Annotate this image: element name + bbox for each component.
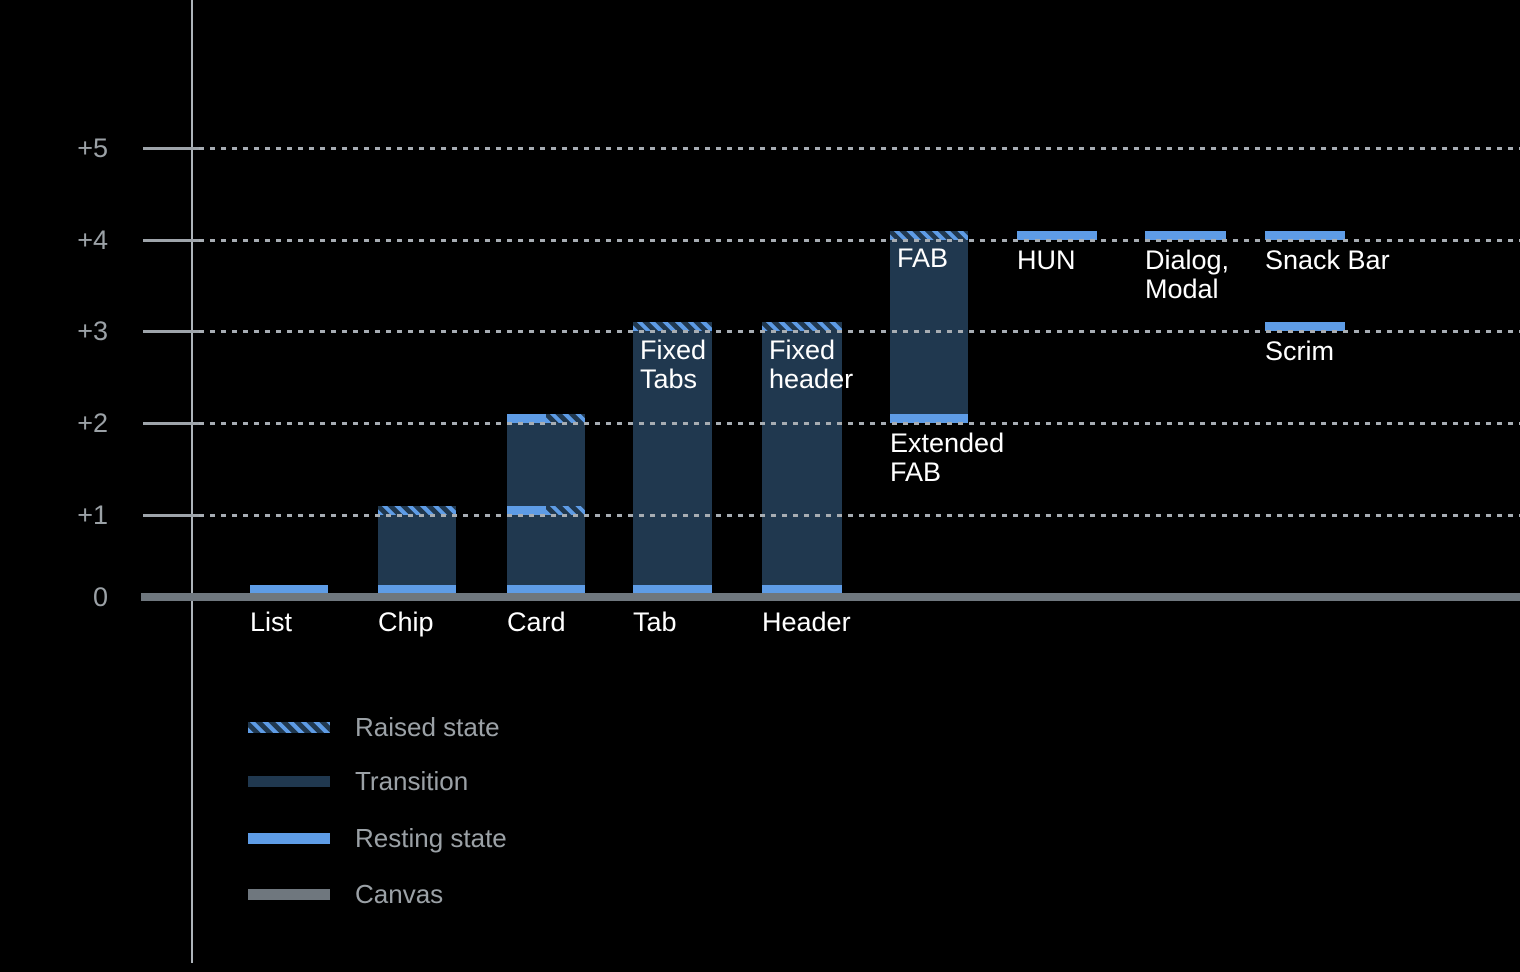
bar-label-extended-fab: Extended FAB	[890, 428, 1005, 487]
y-tick-label: +5	[77, 133, 108, 163]
bar-segment-resting-chip	[378, 585, 456, 593]
bar-segment-resting-scrim	[1265, 321, 1345, 331]
gridline	[199, 330, 1520, 333]
legend-row-transition: Transition	[248, 765, 469, 796]
bar-label-header: Header	[762, 607, 851, 637]
y-tick	[143, 147, 199, 150]
bar-segment-transition-tab	[633, 331, 712, 586]
bar-label-scrim: Scrim	[1265, 336, 1334, 366]
legend-row-raised: Raised state	[248, 711, 500, 742]
legend-label-transition: Transition	[355, 765, 469, 796]
y-tick	[143, 330, 199, 333]
bar-segment-resting-card	[507, 413, 546, 423]
bar-segment-transition-card	[507, 423, 585, 506]
bar-segment-raised-chip	[378, 505, 456, 515]
y-tick	[143, 422, 199, 425]
legend-swatch-transition-icon	[248, 775, 330, 787]
bar-segment-transition-chip	[378, 515, 456, 586]
legend-row-canvas: Canvas	[248, 878, 444, 909]
canvas-baseline	[141, 593, 1520, 601]
gridline	[199, 147, 1520, 150]
gridline	[199, 422, 1520, 425]
bar-segment-resting-hun	[1017, 230, 1097, 240]
bar-label-card: Card	[507, 607, 566, 637]
legend-swatch-canvas-icon	[248, 888, 330, 900]
bar-segment-transition-extended-fab	[890, 240, 968, 414]
bar-segment-raised-card	[546, 413, 585, 423]
bar-segment-raised-tab	[633, 321, 712, 331]
legend-label-canvas: Canvas	[355, 878, 444, 909]
bar-segment-resting-snack-bar	[1265, 230, 1345, 240]
gridline	[199, 239, 1520, 242]
y-tick-label: 0	[92, 582, 108, 612]
bar-inner-label-extended-fab: FAB	[897, 243, 949, 273]
y-tick	[143, 239, 199, 242]
legend-swatch-resting-icon	[248, 832, 330, 844]
bar-segment-raised-header	[762, 321, 842, 331]
gridline	[199, 514, 1520, 517]
bar-label-tab: Tab	[633, 607, 677, 637]
legend-label-raised: Raised state	[355, 711, 500, 742]
bar-segment-raised-card	[546, 505, 585, 515]
y-tick-label: +3	[77, 316, 108, 346]
bar-label-hun: HUN	[1017, 245, 1076, 275]
bar-segment-resting-card	[507, 505, 546, 515]
bar-label-dialog-modal: Dialog, Modal	[1145, 245, 1230, 304]
bar-segment-resting-header	[762, 585, 842, 593]
bar-segment-resting-tab	[633, 585, 712, 593]
bar-label-list: List	[250, 607, 293, 637]
bar-label-snack-bar: Snack Bar	[1265, 245, 1390, 275]
legend-row-resting: Resting state	[248, 822, 507, 853]
bar-segment-transition-header	[762, 331, 842, 586]
legend-label-resting: Resting state	[355, 822, 507, 853]
legend-swatch-raised-icon	[248, 721, 330, 733]
bar-segment-resting-dialog-modal	[1145, 230, 1226, 240]
bar-segment-resting-extended-fab	[890, 413, 968, 423]
bar-segment-transition-card	[507, 515, 585, 586]
y-axis-line	[191, 0, 193, 963]
y-tick-label: +2	[77, 408, 108, 438]
bar-segment-resting-list	[250, 585, 328, 593]
y-tick	[143, 514, 199, 517]
bar-segment-resting-card	[507, 585, 585, 593]
bar-label-chip: Chip	[378, 607, 434, 637]
y-tick-label: +1	[77, 500, 108, 530]
bar-inner-label-header: Fixed header	[769, 335, 854, 394]
bar-segment-raised-extended-fab	[890, 230, 968, 240]
y-tick-label: +4	[77, 225, 108, 255]
bar-inner-label-tab: Fixed Tabs	[640, 335, 707, 394]
